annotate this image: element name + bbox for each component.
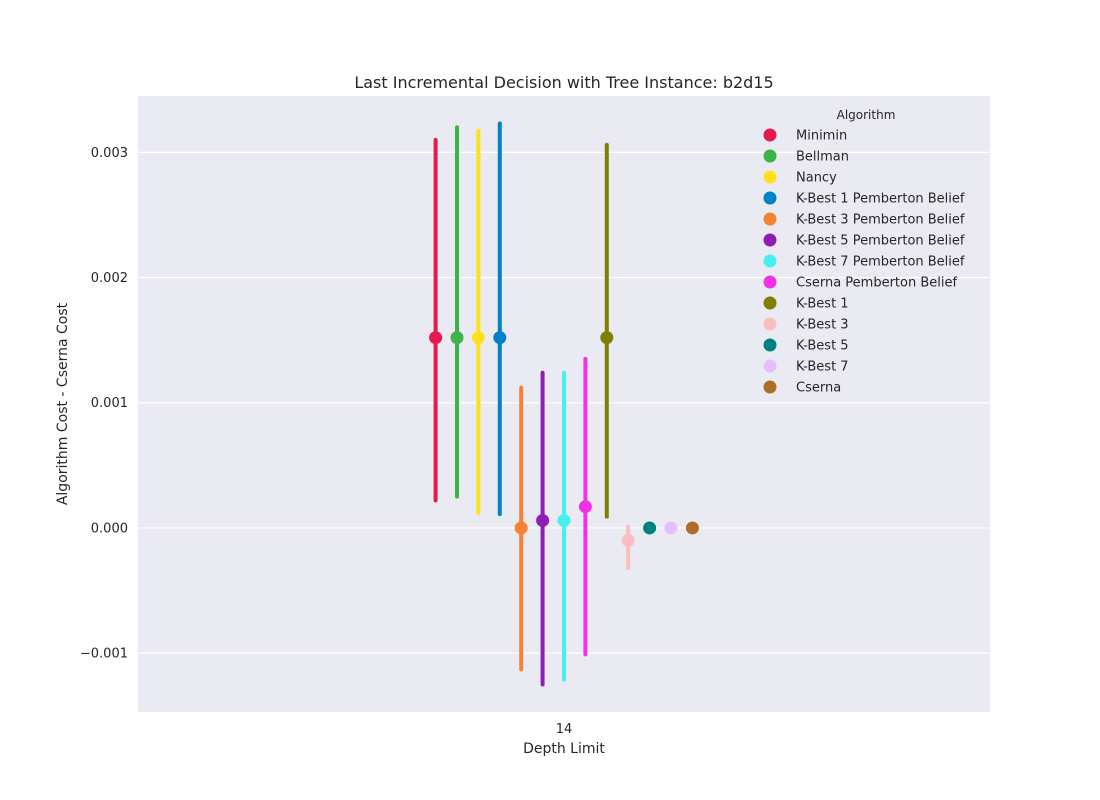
legend-label: K-Best 7	[796, 360, 849, 375]
data-point	[450, 331, 464, 345]
data-point	[514, 521, 528, 535]
legend-label: Cserna	[796, 381, 841, 396]
data-point	[643, 521, 657, 535]
legend-label: K-Best 5	[796, 339, 849, 354]
data-point	[600, 331, 614, 345]
legend-title: Algorithm	[837, 108, 896, 122]
y-tick-label: 0.002	[91, 271, 128, 286]
legend-label: Cserna Pemberton Belief	[796, 276, 957, 291]
legend: Algorithm Minimin Bellman Nancy K-Best 1 Pem…	[763, 108, 965, 396]
x-tick-label: 14	[556, 722, 573, 737]
legend-marker	[763, 275, 777, 289]
data-point	[578, 500, 592, 514]
legend-marker	[763, 317, 777, 331]
legend-label: Bellman	[796, 150, 849, 165]
legend-label: K-Best 1	[796, 297, 849, 312]
y-tick-label: 0.001	[91, 396, 128, 411]
legend-label: Minimin	[796, 129, 847, 144]
legend-label: K-Best 1 Pemberton Belief	[796, 192, 965, 207]
data-point	[664, 521, 678, 535]
legend-marker	[763, 233, 777, 247]
data-point	[429, 331, 443, 345]
data-point	[493, 331, 507, 345]
data-point	[685, 521, 699, 535]
legend-label: K-Best 5 Pemberton Belief	[796, 234, 965, 249]
legend-marker	[763, 380, 777, 394]
chart-title: Last Incremental Decision with Tree Inst…	[354, 73, 773, 92]
legend-marker	[763, 212, 777, 226]
y-tick-label: 0.000	[91, 521, 128, 536]
x-axis-label: Depth Limit	[523, 741, 605, 757]
legend-marker	[763, 128, 777, 142]
data-point	[621, 533, 635, 547]
legend-marker	[763, 338, 777, 352]
legend-marker	[763, 296, 777, 310]
data-marks	[429, 121, 699, 687]
data-point	[557, 513, 571, 527]
legend-marker	[763, 359, 777, 373]
data-point	[536, 513, 550, 527]
legend-marker	[763, 170, 777, 184]
y-tick-label: 0.003	[91, 146, 128, 161]
legend-marker	[763, 149, 777, 163]
legend-marker	[763, 191, 777, 205]
legend-marker	[763, 254, 777, 268]
y-axis-ticks: −0.001 0.000 0.001 0.002 0.003	[80, 146, 128, 662]
y-tick-label: −0.001	[80, 647, 128, 662]
legend-label: K-Best 7 Pemberton Belief	[796, 255, 965, 270]
legend-label: K-Best 3	[796, 318, 849, 333]
data-point	[471, 331, 485, 345]
y-axis-label: Algorithm Cost - Cserna Cost	[55, 302, 71, 505]
legend-label: K-Best 3 Pemberton Belief	[796, 213, 965, 228]
legend-label: Nancy	[796, 171, 837, 186]
